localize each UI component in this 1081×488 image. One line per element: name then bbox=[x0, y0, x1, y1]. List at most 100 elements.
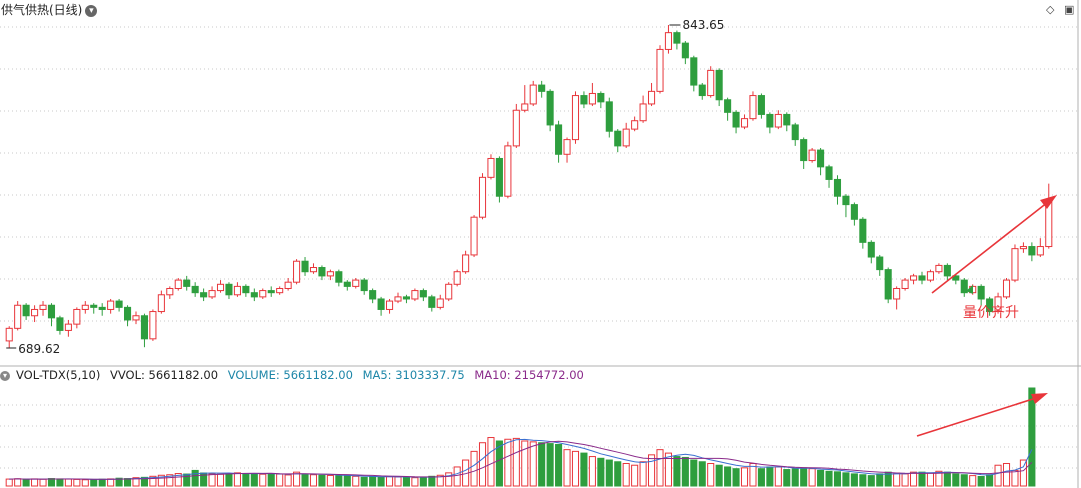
candle-up bbox=[216, 283, 225, 292]
volume-bar-down bbox=[343, 475, 351, 487]
candle-down bbox=[22, 304, 30, 317]
volume-bar-up bbox=[631, 464, 639, 487]
diamond-icon[interactable]: ◇ bbox=[1046, 3, 1055, 16]
candle-up bbox=[1011, 248, 1019, 281]
candle-up bbox=[276, 287, 284, 294]
dropdown-icon[interactable]: ▾ bbox=[85, 4, 98, 17]
candle-up bbox=[901, 279, 909, 289]
candle-up bbox=[994, 296, 1002, 313]
candle-down bbox=[124, 306, 132, 321]
candle-up bbox=[284, 281, 292, 289]
candle-up bbox=[664, 32, 672, 50]
candle-up bbox=[107, 300, 115, 310]
volume-bar-up bbox=[808, 468, 816, 487]
volume-bar-up bbox=[352, 475, 360, 487]
volume-bar-down bbox=[597, 457, 605, 487]
volume-bar-down bbox=[98, 478, 106, 487]
indicator-dropdown-icon[interactable]: ▾ bbox=[0, 370, 10, 381]
volume-value: VOLUME: 5661182.00 bbox=[227, 368, 353, 382]
candle-up bbox=[1036, 246, 1044, 256]
volume-bar-down bbox=[377, 476, 385, 487]
candle-down bbox=[343, 281, 351, 287]
volume-bar-up bbox=[910, 471, 918, 487]
candle-up bbox=[174, 279, 182, 289]
vvol-value: VVOL: 5661182.00 bbox=[110, 368, 219, 382]
volume-bar-up bbox=[445, 472, 453, 487]
candle-down bbox=[183, 279, 191, 287]
candle-down bbox=[90, 304, 98, 308]
volume-bar-up bbox=[521, 440, 529, 487]
candle-down bbox=[98, 306, 106, 310]
volume-bar-down bbox=[1028, 387, 1036, 487]
volume-bar-up bbox=[656, 449, 664, 487]
volume-bar-down bbox=[495, 440, 503, 487]
candle-up bbox=[529, 84, 537, 105]
candle-down bbox=[757, 95, 765, 115]
candle-down bbox=[859, 218, 867, 243]
candle-up bbox=[309, 267, 318, 273]
volume-bar-down bbox=[56, 478, 64, 487]
volume-bar-down bbox=[850, 473, 858, 487]
candle-down bbox=[791, 124, 799, 141]
volume-bar-down bbox=[681, 456, 689, 487]
volume-bar-up bbox=[453, 466, 461, 487]
candle-up bbox=[149, 311, 157, 340]
volume-bar-up bbox=[284, 474, 292, 487]
volume-bar-up bbox=[208, 473, 216, 487]
volume-bar-up bbox=[64, 478, 72, 487]
candle-up bbox=[910, 275, 918, 281]
volume-bar-up bbox=[707, 462, 715, 487]
volume-bar-up bbox=[512, 437, 520, 487]
volume-bar-down bbox=[817, 469, 825, 487]
candle-up bbox=[208, 290, 216, 298]
volume-bar-up bbox=[39, 478, 47, 487]
candle-down bbox=[555, 124, 563, 155]
candle-up bbox=[1002, 279, 1011, 298]
volume-bar-up bbox=[276, 473, 284, 487]
candle-down bbox=[335, 271, 343, 283]
volume-bar-up bbox=[504, 438, 512, 487]
candle-down bbox=[250, 292, 258, 298]
volume-bar-down bbox=[791, 468, 799, 487]
candle-up bbox=[352, 279, 360, 287]
candle-down bbox=[47, 304, 56, 319]
volume-bar-up bbox=[529, 441, 537, 487]
panel-toggle-icon[interactable]: ▣ bbox=[1064, 3, 1075, 16]
volume-bar-up bbox=[571, 450, 580, 487]
candle-down bbox=[402, 296, 410, 300]
candle-up bbox=[5, 327, 13, 342]
volume-bar-down bbox=[369, 476, 377, 487]
candle-up bbox=[445, 283, 453, 300]
volume-bar-down bbox=[783, 469, 791, 487]
volume-bar-up bbox=[588, 456, 596, 487]
candle-up bbox=[166, 287, 174, 296]
candle-up bbox=[893, 287, 901, 300]
volume-bar-down bbox=[183, 473, 191, 487]
candle-down bbox=[698, 84, 706, 97]
volume-bar-up bbox=[81, 479, 89, 487]
volume-bar-up bbox=[487, 437, 495, 487]
volume-bar-up bbox=[149, 475, 157, 487]
volume-bar-down bbox=[124, 478, 132, 487]
candle-up bbox=[521, 103, 529, 111]
candle-down bbox=[605, 101, 613, 132]
candle-down bbox=[580, 95, 588, 105]
volume-bar-down bbox=[22, 478, 30, 487]
volume-bar-down bbox=[918, 471, 926, 487]
candle-up bbox=[73, 308, 81, 325]
candle-up bbox=[656, 48, 664, 92]
volume-bar-up bbox=[478, 442, 487, 487]
volume-bar-up bbox=[5, 478, 13, 487]
volume-bar-down bbox=[318, 474, 326, 487]
candle-up bbox=[631, 120, 639, 130]
volume-arrow bbox=[916, 397, 1037, 437]
volume-bar-up bbox=[935, 470, 943, 487]
candle-up bbox=[132, 315, 140, 321]
candle-down bbox=[1028, 246, 1036, 256]
candle-up bbox=[504, 145, 512, 197]
candle-up bbox=[622, 128, 630, 147]
candle-down bbox=[140, 315, 148, 340]
volume-bar-down bbox=[943, 471, 951, 487]
candle-up bbox=[571, 95, 580, 141]
